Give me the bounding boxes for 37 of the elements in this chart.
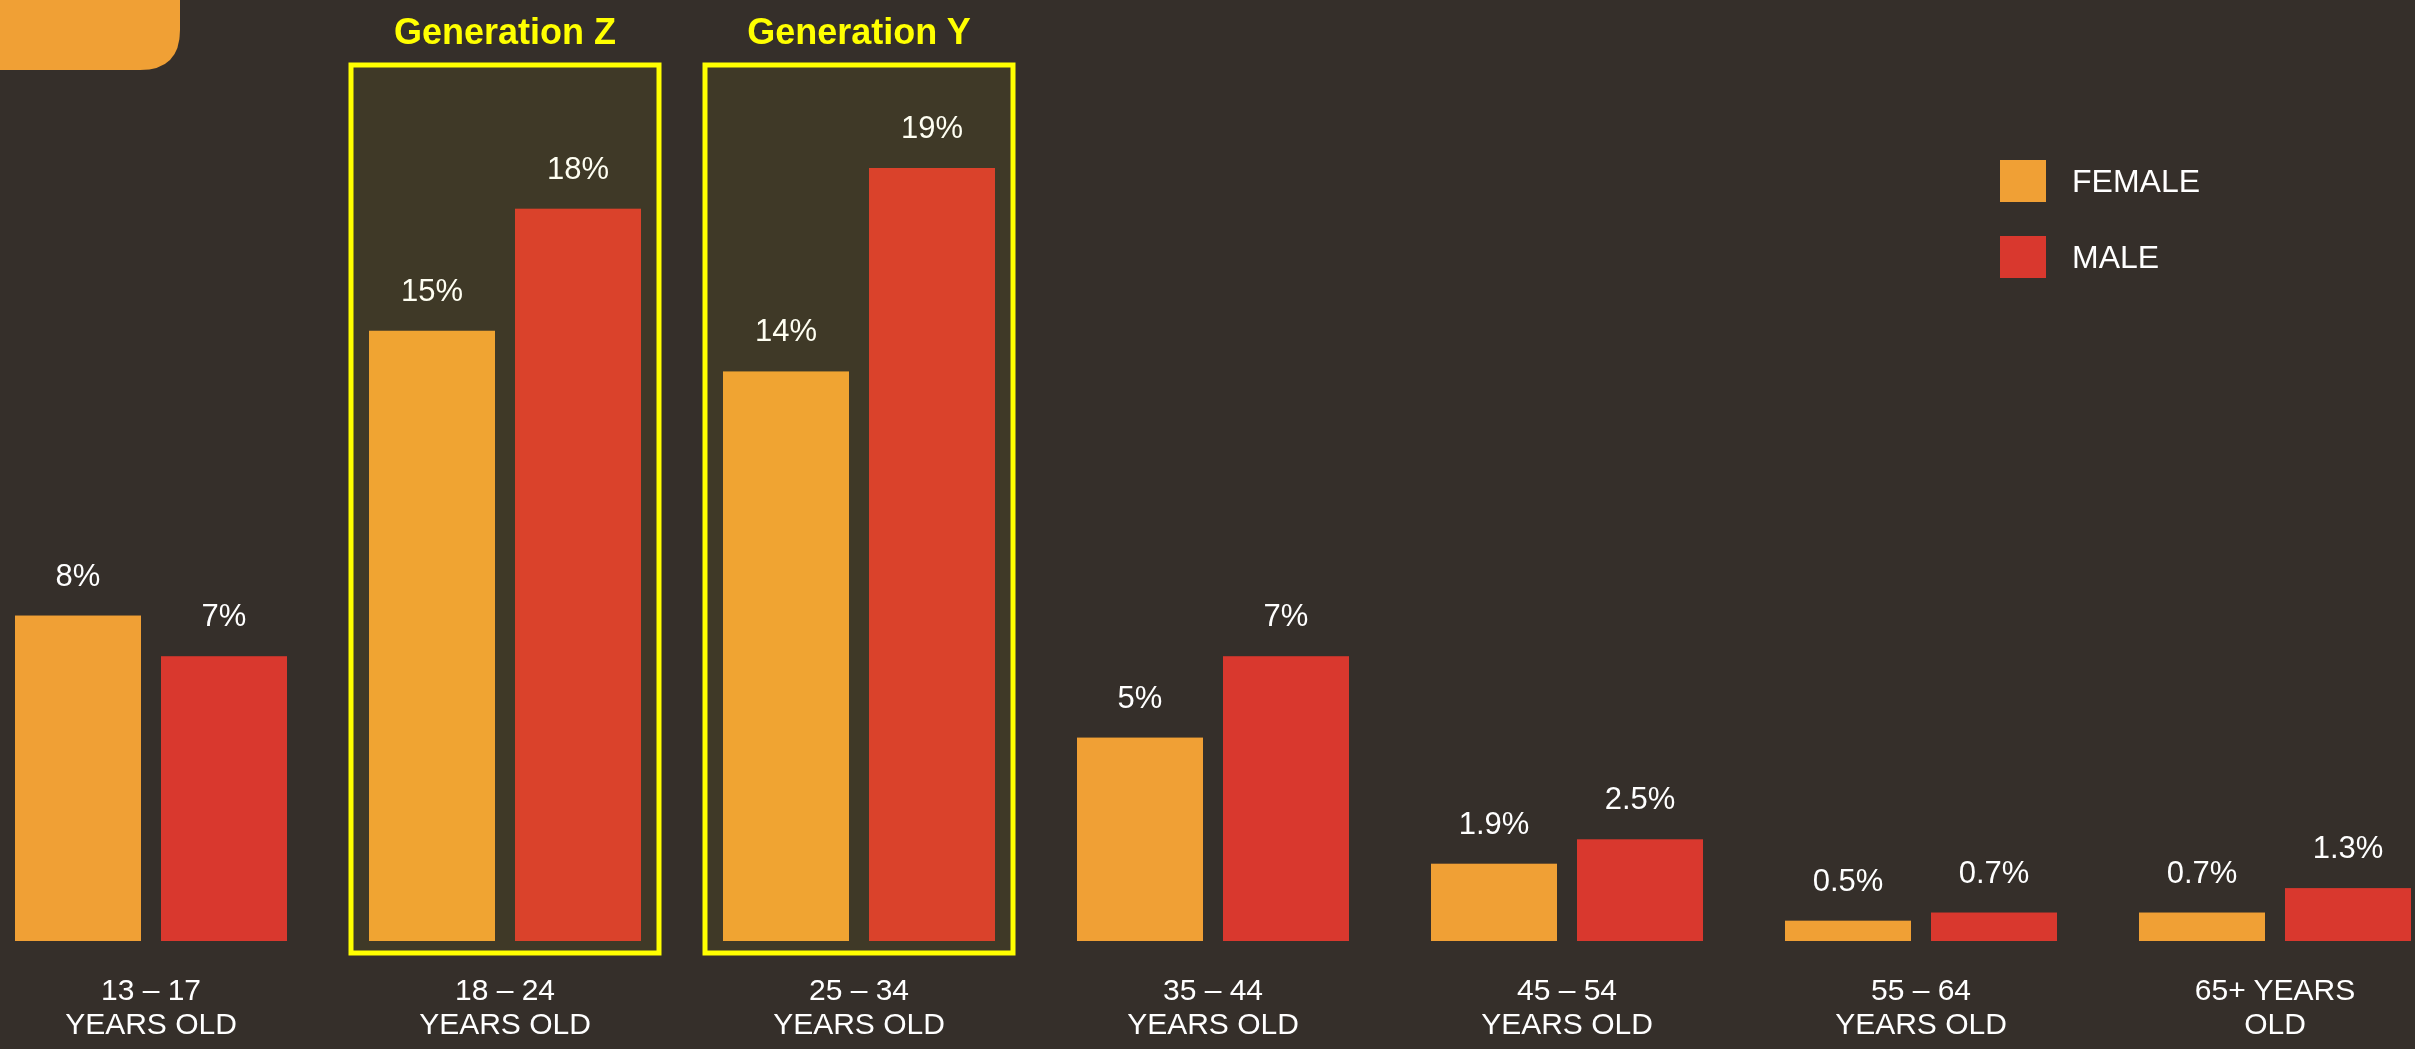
data-label: 1.9%	[1458, 805, 1530, 841]
bar	[723, 371, 849, 941]
data-label: 0.5%	[1812, 862, 1884, 898]
data-label: 0.7%	[2166, 854, 2238, 890]
x-tick-label: 13 – 17 YEARS OLD	[65, 973, 237, 1040]
x-tick-label: 18 – 24 YEARS OLD	[419, 973, 591, 1040]
bar	[369, 330, 495, 941]
bar	[2139, 912, 2265, 941]
data-label: 8%	[55, 557, 101, 593]
bar	[1223, 656, 1349, 941]
data-label: 19%	[900, 110, 964, 145]
data-label: 7%	[201, 598, 247, 634]
bar	[1077, 737, 1203, 941]
data-label: 1.3%	[2312, 830, 2384, 866]
bar	[1785, 920, 1911, 941]
x-tick-label: 25 – 34 YEARS OLD	[773, 973, 945, 1040]
data-label: 15%	[400, 272, 464, 308]
band-label: Generation Z	[393, 11, 617, 52]
bar	[1577, 839, 1703, 941]
legend-label: FEMALE	[2072, 163, 2201, 199]
x-tick-label: 55 – 64 YEARS OLD	[1835, 973, 2007, 1040]
data-label: 0.7%	[1958, 854, 2030, 890]
x-tick-label: 35 – 44 YEARS OLD	[1127, 973, 1299, 1040]
bar	[161, 656, 287, 941]
bar	[15, 615, 141, 941]
band-label: Generation Y	[747, 11, 971, 52]
bar	[1431, 863, 1557, 941]
data-label: 7%	[1263, 598, 1309, 634]
x-tick-label: 45 – 54 YEARS OLD	[1481, 973, 1653, 1040]
x-tick-label: 65+ YEARS OLD	[2194, 973, 2356, 1040]
data-label: 2.5%	[1604, 781, 1676, 817]
data-label: 18%	[546, 150, 610, 186]
data-label: 5%	[1117, 679, 1163, 715]
legend-label: MALE	[2072, 239, 2160, 275]
bar	[1931, 912, 2057, 941]
bar	[2285, 888, 2411, 941]
data-label: 14%	[754, 313, 818, 349]
